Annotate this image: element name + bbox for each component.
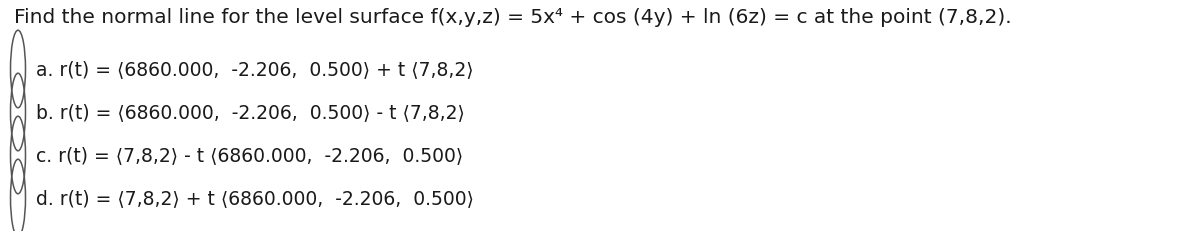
Text: a. r(t) = ⟨6860.000,  -2.206,  0.500⟩ + t ⟨7,8,2⟩: a. r(t) = ⟨6860.000, -2.206, 0.500⟩ + t … [36,60,474,79]
Text: Find the normal line for the level surface f(x,y,z) = 5x⁴ + cos (4y) + ln (6z) =: Find the normal line for the level surfa… [14,8,1012,27]
Text: b. r(t) = ⟨6860.000,  -2.206,  0.500⟩ - t ⟨7,8,2⟩: b. r(t) = ⟨6860.000, -2.206, 0.500⟩ - t … [36,103,464,122]
Text: c. r(t) = ⟨7,8,2⟩ - t ⟨6860.000,  -2.206,  0.500⟩: c. r(t) = ⟨7,8,2⟩ - t ⟨6860.000, -2.206,… [36,146,463,165]
Text: d. r(t) = ⟨7,8,2⟩ + t ⟨6860.000,  -2.206,  0.500⟩: d. r(t) = ⟨7,8,2⟩ + t ⟨6860.000, -2.206,… [36,189,474,208]
